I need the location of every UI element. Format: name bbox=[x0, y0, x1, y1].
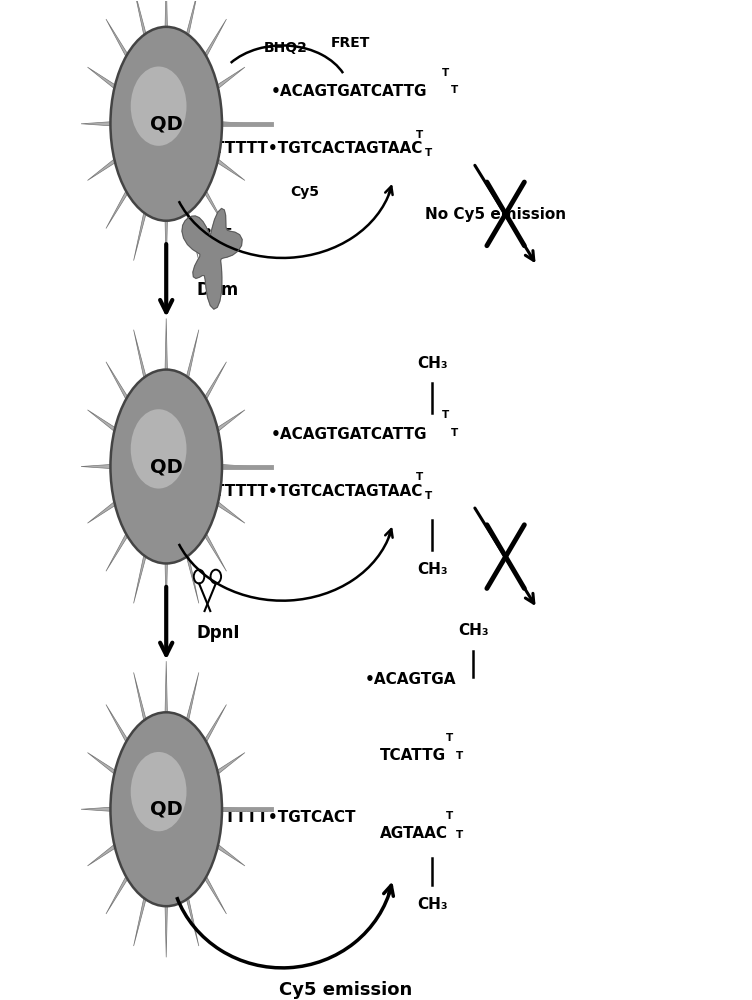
Ellipse shape bbox=[111, 370, 222, 563]
Polygon shape bbox=[87, 753, 116, 775]
Text: T: T bbox=[451, 428, 458, 438]
Text: CH₃: CH₃ bbox=[417, 897, 447, 912]
Text: CH₃: CH₃ bbox=[417, 562, 447, 577]
Polygon shape bbox=[204, 190, 226, 228]
Text: T: T bbox=[416, 472, 423, 482]
Text: T: T bbox=[446, 733, 453, 743]
Text: TCATTG: TCATTG bbox=[380, 748, 446, 763]
Text: Cy5: Cy5 bbox=[290, 185, 319, 199]
Text: AGTAAC: AGTAAC bbox=[380, 826, 447, 841]
Polygon shape bbox=[134, 211, 147, 261]
Text: QD: QD bbox=[150, 114, 183, 133]
Text: •ACAGTGATCATTG: •ACAGTGATCATTG bbox=[271, 427, 428, 442]
Polygon shape bbox=[221, 464, 251, 469]
Text: DpnI: DpnI bbox=[196, 624, 240, 642]
Text: CH₃: CH₃ bbox=[458, 623, 489, 638]
Polygon shape bbox=[87, 410, 116, 432]
Polygon shape bbox=[165, 318, 168, 371]
Polygon shape bbox=[204, 19, 226, 58]
Text: T: T bbox=[446, 811, 453, 821]
Ellipse shape bbox=[111, 27, 222, 221]
Polygon shape bbox=[87, 844, 116, 866]
Polygon shape bbox=[165, 0, 168, 29]
Polygon shape bbox=[204, 705, 226, 743]
Polygon shape bbox=[87, 67, 116, 89]
Polygon shape bbox=[87, 158, 116, 180]
Polygon shape bbox=[134, 896, 147, 946]
Polygon shape bbox=[217, 158, 245, 180]
Polygon shape bbox=[186, 330, 199, 379]
Text: FRET: FRET bbox=[193, 227, 232, 241]
Text: No Cy5 emission: No Cy5 emission bbox=[425, 207, 566, 222]
Polygon shape bbox=[204, 362, 226, 401]
Polygon shape bbox=[81, 464, 111, 469]
Text: QD: QD bbox=[150, 800, 183, 819]
Text: Dam: Dam bbox=[196, 281, 238, 299]
Ellipse shape bbox=[131, 409, 186, 489]
Polygon shape bbox=[186, 211, 199, 261]
Ellipse shape bbox=[131, 752, 186, 831]
Polygon shape bbox=[81, 807, 111, 811]
Polygon shape bbox=[204, 532, 226, 571]
Text: T: T bbox=[442, 68, 449, 78]
Polygon shape bbox=[134, 672, 147, 722]
Polygon shape bbox=[87, 501, 116, 523]
Polygon shape bbox=[165, 661, 168, 714]
Text: T: T bbox=[416, 130, 423, 140]
Polygon shape bbox=[106, 532, 129, 571]
Text: BHQ2: BHQ2 bbox=[264, 41, 308, 55]
Polygon shape bbox=[221, 807, 251, 811]
Ellipse shape bbox=[111, 712, 222, 906]
Polygon shape bbox=[134, 330, 147, 379]
Text: T: T bbox=[442, 410, 449, 420]
Polygon shape bbox=[165, 219, 168, 272]
Text: FRET: FRET bbox=[331, 36, 371, 50]
Text: T: T bbox=[425, 491, 432, 501]
Text: TTTTTT•TGTCACT: TTTTTT•TGTCACT bbox=[204, 810, 356, 825]
Polygon shape bbox=[221, 122, 251, 126]
Text: T: T bbox=[451, 85, 458, 95]
Polygon shape bbox=[134, 554, 147, 603]
Polygon shape bbox=[217, 501, 245, 523]
Text: QD: QD bbox=[150, 457, 183, 476]
Polygon shape bbox=[165, 562, 168, 615]
Polygon shape bbox=[217, 753, 245, 775]
Text: CH₃: CH₃ bbox=[417, 356, 447, 371]
Polygon shape bbox=[217, 410, 245, 432]
Text: Cy5 emission: Cy5 emission bbox=[280, 981, 413, 999]
Text: •ACAGTGATCATTG: •ACAGTGATCATTG bbox=[271, 84, 428, 99]
Polygon shape bbox=[186, 672, 199, 722]
Polygon shape bbox=[217, 67, 245, 89]
Polygon shape bbox=[186, 896, 199, 946]
Polygon shape bbox=[106, 190, 129, 228]
Polygon shape bbox=[134, 0, 147, 37]
Text: TTTTTT•TGTCACTAGTAAC: TTTTTT•TGTCACTAGTAAC bbox=[204, 141, 423, 156]
Text: T: T bbox=[456, 830, 462, 840]
Polygon shape bbox=[186, 0, 199, 37]
Polygon shape bbox=[106, 705, 129, 743]
Polygon shape bbox=[106, 875, 129, 914]
Polygon shape bbox=[186, 554, 199, 603]
Polygon shape bbox=[182, 209, 242, 309]
Polygon shape bbox=[217, 844, 245, 866]
Polygon shape bbox=[106, 362, 129, 401]
Text: TTTTTT•TGTCACTAGTAAC: TTTTTT•TGTCACTAGTAAC bbox=[204, 484, 423, 499]
Ellipse shape bbox=[131, 67, 186, 146]
Polygon shape bbox=[81, 122, 111, 126]
Text: T: T bbox=[456, 751, 462, 761]
Text: T: T bbox=[425, 148, 432, 158]
Text: •ACAGTGA: •ACAGTGA bbox=[365, 672, 456, 687]
Polygon shape bbox=[204, 875, 226, 914]
Polygon shape bbox=[106, 19, 129, 58]
Polygon shape bbox=[165, 904, 168, 957]
